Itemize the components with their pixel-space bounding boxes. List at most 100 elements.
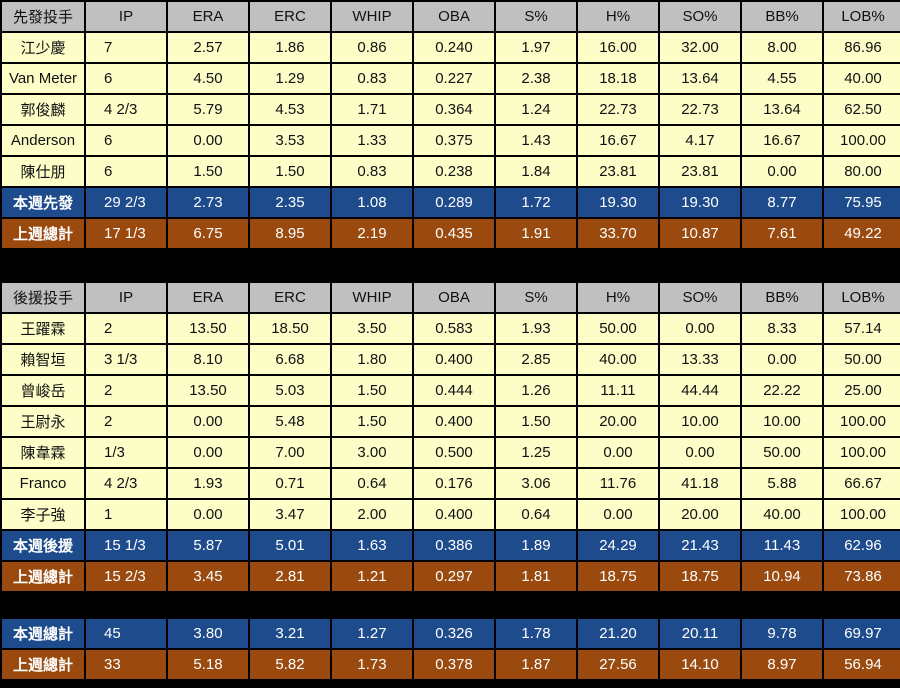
stat-cell: 66.67 [824,469,900,498]
column-header: S% [496,2,576,31]
header-row: 後援投手 IP ERA ERC WHIP OBA S% H% SO% BB% LOB% [2,283,900,312]
stat-cell: 5.18 [168,650,248,679]
stat-cell: 8.97 [742,650,822,679]
column-header: S% [496,283,576,312]
column-header: OBA [414,283,494,312]
stat-cell: 6.75 [168,219,248,248]
stat-cell: 1.63 [332,531,412,560]
stat-cell: 0.289 [414,188,494,217]
stat-cell: 2.00 [332,500,412,529]
stat-cell: 1.78 [496,619,576,648]
stat-cell: 2 [86,376,166,405]
section-divider [0,250,900,281]
stat-cell: 2.73 [168,188,248,217]
stat-cell: 0.227 [414,64,494,93]
stat-cell: 8.95 [250,219,330,248]
stat-cell: 0.444 [414,376,494,405]
stat-cell: 1.89 [496,531,576,560]
stat-cell: 33 [86,650,166,679]
table-row: 曾峻岳 2 13.50 5.03 1.50 0.444 1.26 11.11 44.44 22.2… [2,376,900,405]
stat-cell: 100.00 [824,500,900,529]
stat-cell: 18.75 [578,562,658,591]
stat-cell: 7.61 [742,219,822,248]
stat-cell: 8.33 [742,314,822,343]
stat-cell: 23.81 [578,157,658,186]
stat-cell: 32.00 [660,33,740,62]
stat-cell: 18.75 [660,562,740,591]
stat-cell: 0.00 [660,314,740,343]
section-divider [0,593,900,617]
stat-cell: 3.45 [168,562,248,591]
column-header: WHIP [332,283,412,312]
stat-cell: 4.55 [742,64,822,93]
stat-cell: 57.14 [824,314,900,343]
stat-cell: 1.33 [332,126,412,155]
stat-cell: 1.50 [332,407,412,436]
pitcher-name: Anderson [2,126,84,155]
stat-cell: 69.97 [824,619,900,648]
stat-cell: 3.50 [332,314,412,343]
stat-cell: 13.50 [168,314,248,343]
stat-cell: 0.64 [496,500,576,529]
stat-cell: 20.00 [578,407,658,436]
stat-cell: 4 2/3 [86,469,166,498]
stat-cell: 3 1/3 [86,345,166,374]
column-header: ERC [250,283,330,312]
stat-cell: 13.64 [742,95,822,124]
stat-cell: 25.00 [824,376,900,405]
pitcher-name: 上週總計 [2,219,84,248]
stat-cell: 0.00 [168,438,248,467]
stat-cell: 5.88 [742,469,822,498]
pitcher-name: 李子強 [2,500,84,529]
stat-cell: 1.24 [496,95,576,124]
table-row: 王躍霖 2 13.50 18.50 3.50 0.583 1.93 50.00 0.00 8.33… [2,314,900,343]
stat-cell: 0.400 [414,345,494,374]
stat-cell: 41.18 [660,469,740,498]
stat-cell: 1.50 [496,407,576,436]
stat-cell: 4.50 [168,64,248,93]
last-week-row: 上週總計 15 2/3 3.45 2.81 1.21 0.297 1.81 18.75 18.7… [2,562,900,591]
column-header: WHIP [332,2,412,31]
stat-cell: 100.00 [824,438,900,467]
stat-cell: 0.240 [414,33,494,62]
stat-cell: 5.79 [168,95,248,124]
stat-cell: 1.27 [332,619,412,648]
stat-cell: 8.77 [742,188,822,217]
stat-cell: 2 [86,314,166,343]
stat-cell: 10.94 [742,562,822,591]
stat-cell: 4.17 [660,126,740,155]
stat-cell: 50.00 [824,345,900,374]
stat-cell: 0.83 [332,64,412,93]
stat-cell: 10.00 [660,407,740,436]
stat-cell: 5.82 [250,650,330,679]
stat-cell: 40.00 [742,500,822,529]
stat-cell: 0.238 [414,157,494,186]
pitcher-name: 本週後援 [2,531,84,560]
stat-cell: 0.00 [578,500,658,529]
stat-cell: 0.364 [414,95,494,124]
stat-cell: 13.50 [168,376,248,405]
stat-cell: 56.94 [824,650,900,679]
column-header: LOB% [824,2,900,31]
pitcher-name: Van Meter [2,64,84,93]
stat-cell: 1.43 [496,126,576,155]
stat-cell: 62.96 [824,531,900,560]
stat-cell: 1.73 [332,650,412,679]
stat-cell: 100.00 [824,407,900,436]
column-header: H% [578,2,658,31]
table-row: 陳韋霖 1/3 0.00 7.00 3.00 0.500 1.25 0.00 0.00 50.00… [2,438,900,467]
stat-cell: 16.67 [742,126,822,155]
table-row: 陳仕朋 6 1.50 1.50 0.83 0.238 1.84 23.81 23.81 0.00 8… [2,157,900,186]
stat-cell: 18.50 [250,314,330,343]
stat-cell: 3.80 [168,619,248,648]
stat-cell: 1.80 [332,345,412,374]
stat-cell: 5.01 [250,531,330,560]
stat-cell: 62.50 [824,95,900,124]
this-week-row: 本週後援 15 1/3 5.87 5.01 1.63 0.386 1.89 24.29 21.4… [2,531,900,560]
stat-cell: 50.00 [578,314,658,343]
pitcher-name: 本週總計 [2,619,84,648]
pitcher-name: 郭俊麟 [2,95,84,124]
stat-cell: 16.00 [578,33,658,62]
stat-cell: 4 2/3 [86,95,166,124]
column-header: BB% [742,2,822,31]
